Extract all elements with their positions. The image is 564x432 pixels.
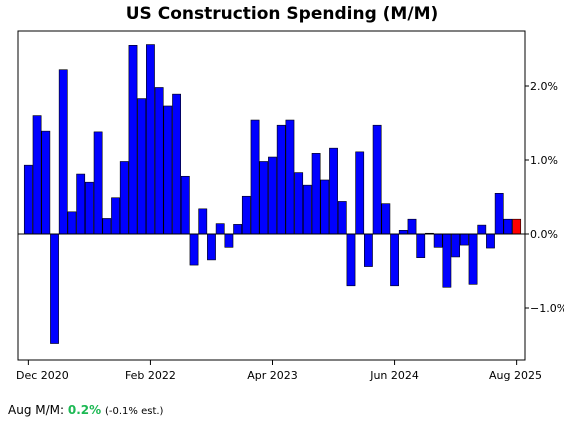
bar: [268, 156, 277, 235]
bar: [128, 44, 138, 235]
plot-frame: [17, 30, 526, 361]
bar: [85, 181, 94, 235]
bar: [451, 233, 461, 258]
bar: [329, 147, 338, 235]
x-tick-label: Jun 2024: [369, 369, 419, 382]
y-tick-label: −1.0%: [530, 302, 564, 315]
bar: [41, 130, 51, 235]
bar: [32, 115, 42, 235]
bar: [241, 195, 251, 235]
bar: [459, 233, 469, 246]
footer-estimate: (-0.1% est.): [104, 406, 164, 417]
bar: [163, 105, 173, 235]
bar: [285, 119, 295, 235]
bar: [58, 69, 68, 235]
bar: [320, 179, 330, 235]
bar: [398, 230, 408, 235]
footer-label: Aug M/M:: [8, 403, 65, 417]
bar: [390, 233, 399, 287]
bar: [76, 173, 86, 235]
bar: [364, 233, 373, 267]
bar: [442, 233, 452, 288]
footer-actual-value: 0.2%: [67, 403, 102, 417]
x-tick-label: Apr 2023: [247, 369, 298, 382]
bar: [494, 193, 504, 235]
bar: [207, 233, 216, 261]
y-tick-label: 2.0%: [530, 80, 558, 93]
bar: [137, 98, 147, 235]
bar: [477, 224, 487, 235]
footer-summary: Aug M/M: 0.2% (-0.1% est.): [8, 403, 163, 417]
bar-latest: [512, 218, 522, 235]
bar: [294, 172, 304, 235]
bar: [355, 151, 365, 235]
bar: [119, 161, 129, 235]
y-tick-label: 1.0%: [530, 154, 558, 167]
bar: [67, 211, 77, 235]
bar: [433, 233, 443, 248]
bar: [486, 233, 495, 249]
bar: [381, 203, 391, 235]
bar: [311, 153, 321, 235]
bar: [372, 124, 382, 235]
bar: [189, 233, 199, 266]
bar: [346, 233, 356, 287]
bar: [503, 218, 513, 235]
bar: [407, 218, 417, 235]
bar: [276, 124, 286, 235]
bar: [180, 175, 190, 235]
x-tick-label: Dec 2020: [16, 369, 69, 382]
bar: [50, 233, 59, 344]
chart-plot: 2.0% 1.0% 0.0% −1.0% Dec 2020 Feb 2022 Apr 20…: [16, 30, 564, 382]
bar: [337, 201, 347, 235]
bar: [146, 44, 155, 235]
bar: [154, 87, 164, 235]
bar: [468, 233, 478, 285]
bar: [233, 224, 243, 235]
bar: [259, 161, 269, 235]
bar: [102, 218, 112, 235]
bar: [416, 233, 426, 258]
x-tick-label: Aug 2025: [489, 369, 542, 382]
bar: [23, 164, 33, 235]
bar: [172, 93, 181, 235]
bar: [93, 131, 103, 235]
bar: [111, 197, 120, 235]
chart-title: US Construction Spending (M/M): [125, 4, 439, 24]
bar: [250, 119, 260, 235]
bar: [215, 223, 225, 235]
x-tick-label: Feb 2022: [125, 369, 176, 382]
bar: [302, 184, 312, 235]
bar: [224, 233, 234, 248]
y-tick-label: 0.0%: [530, 228, 558, 241]
bar: [198, 208, 208, 235]
